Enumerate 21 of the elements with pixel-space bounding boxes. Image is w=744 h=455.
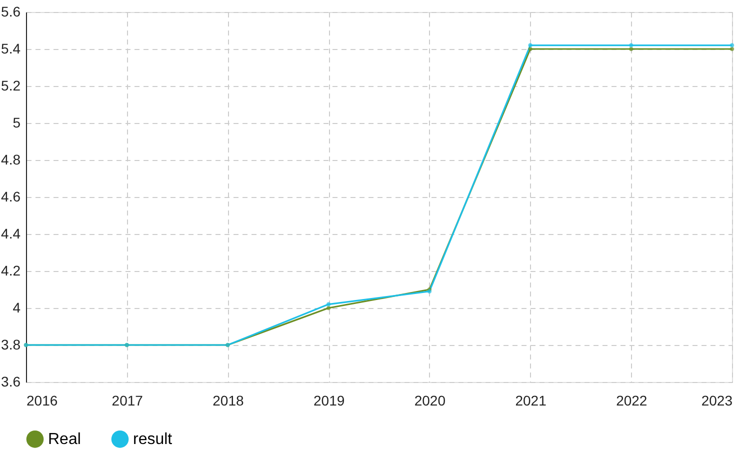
y-tick-label: 3.8 [1, 336, 21, 352]
x-tick-label: 2020 [414, 392, 446, 408]
y-tick-label: 4.2 [1, 262, 21, 278]
x-tick-label: 2019 [313, 392, 345, 408]
y-tick-label: 5.6 [1, 4, 21, 20]
legend-label: result [133, 431, 173, 448]
x-tick-label: 2018 [212, 392, 244, 408]
legend-label: Real [48, 431, 81, 448]
y-tick-label: 4.8 [1, 152, 21, 168]
x-tick-label: 2017 [112, 392, 144, 408]
y-tick-label: 4.6 [1, 188, 21, 204]
y-tick-label: 5.4 [1, 40, 21, 56]
x-tick-label: 2021 [515, 392, 547, 408]
y-tick-label: 3.6 [1, 374, 21, 390]
x-tick-label: 2023 [701, 392, 733, 408]
y-tick-label: 4.4 [1, 226, 21, 242]
y-tick-label: 4 [12, 300, 21, 316]
y-tick-label: 5.2 [1, 78, 21, 94]
x-tick-label: 2022 [616, 392, 648, 408]
x-tick-label: 2016 [26, 392, 58, 408]
y-tick-label: 5 [12, 114, 21, 130]
